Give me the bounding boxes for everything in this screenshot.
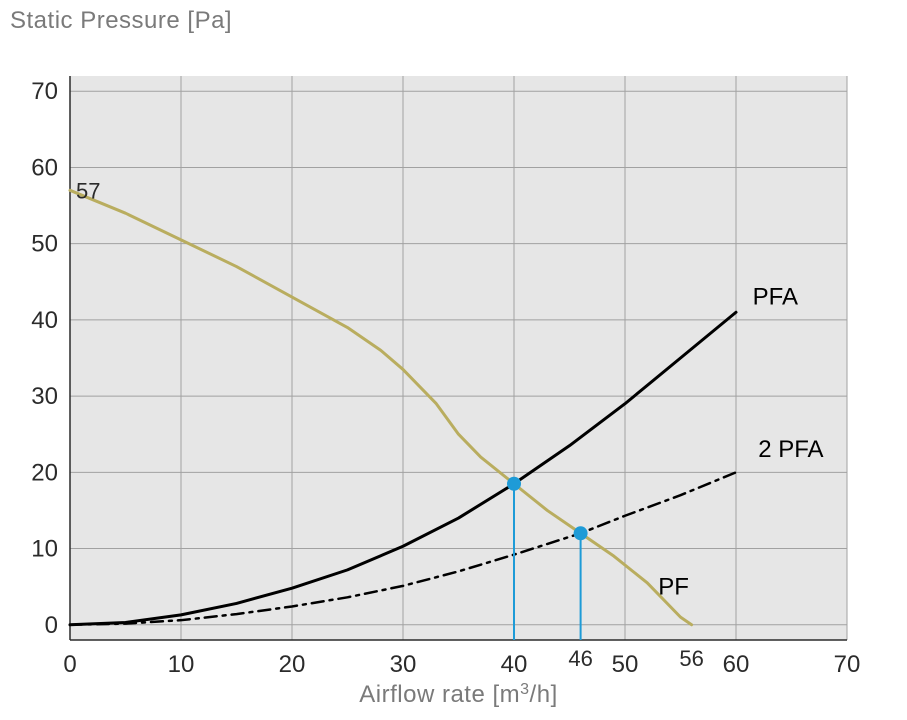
x-tick-label: 10 [168, 651, 195, 678]
x-tick-label: 30 [390, 651, 417, 678]
x-tick-label: 20 [279, 651, 306, 678]
y-tick-label: 50 [31, 231, 58, 258]
x-tick-label: 60 [723, 651, 750, 678]
x-tick-label: 70 [834, 651, 861, 678]
series-label-PFA: PFA [753, 284, 798, 311]
x-tick-label: 0 [63, 651, 76, 678]
y-tick-label: 60 [31, 154, 58, 181]
pressure-vs-airflow-chart: 0 10 20 30 40 50 60 70 0 10 20 30 40 50 60 70 46 56 57 PF PF… [0, 0, 907, 720]
operating-point-marker [507, 477, 521, 491]
operating-point-marker [574, 526, 588, 540]
x-tick-label: 50 [612, 651, 639, 678]
extra-y-label: 57 [76, 178, 100, 203]
y-tick-label: 0 [45, 612, 58, 639]
series-label-2PFA: 2 PFA [758, 436, 823, 463]
extra-x-label: 56 [679, 646, 703, 671]
x-axis-title: Airflow rate [m3/h] [359, 681, 557, 709]
y-tick-label: 30 [31, 383, 58, 410]
chart-svg: 0 10 20 30 40 50 60 70 0 10 20 30 40 50 60 70 46 56 57 PF PF… [0, 0, 907, 720]
extra-x-label: 46 [568, 646, 592, 671]
y-tick-label: 40 [31, 307, 58, 334]
series-label-PF: PF [658, 573, 689, 600]
y-tick-label: 70 [31, 78, 58, 105]
y-tick-label: 20 [31, 459, 58, 486]
plot-area [70, 76, 847, 640]
x-tick-label: 40 [501, 651, 528, 678]
y-axis-title: Static Pressure [Pa] [10, 7, 232, 34]
y-tick-label: 10 [31, 536, 58, 563]
